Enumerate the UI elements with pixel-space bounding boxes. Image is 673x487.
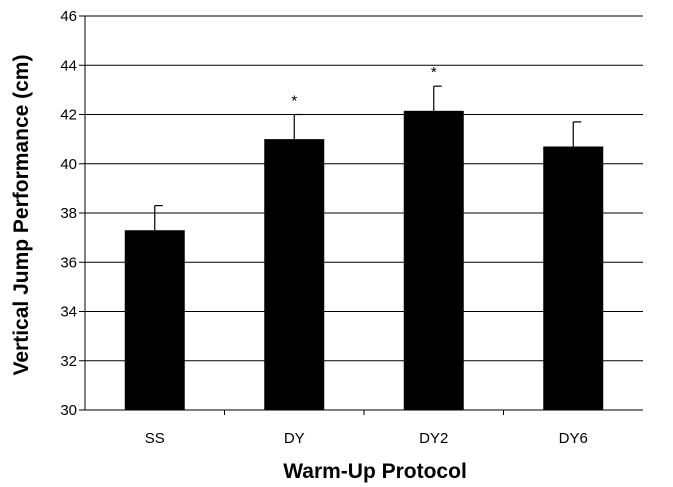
y-tick-label-44: 44 bbox=[60, 57, 77, 74]
y-tick-label-30: 30 bbox=[60, 402, 77, 419]
bar-DY2 bbox=[403, 110, 464, 411]
x-tick-label-DY6: DY6 bbox=[559, 430, 588, 447]
bar-DY bbox=[264, 139, 325, 410]
y-tick-label-34: 34 bbox=[60, 304, 77, 321]
y-tick-label-46: 46 bbox=[60, 8, 77, 25]
significance-DY2: * bbox=[431, 64, 437, 81]
x-tick-label-SS: SS bbox=[145, 430, 165, 447]
y-tick-label-38: 38 bbox=[60, 205, 77, 222]
y-tick-label-36: 36 bbox=[60, 254, 77, 271]
error-bars bbox=[154, 85, 582, 231]
x-axis-title: Warm-Up Protocol bbox=[283, 460, 467, 483]
y-tick-label-40: 40 bbox=[60, 156, 77, 173]
y-tick-labels: 30 32 34 36 38 40 42 44 46 bbox=[60, 8, 77, 419]
x-tick-label-DY2: DY2 bbox=[419, 430, 448, 447]
bars bbox=[124, 110, 604, 411]
y-tick-label-32: 32 bbox=[60, 353, 77, 370]
x-tick-labels: SS DY DY2 DY6 bbox=[145, 430, 588, 447]
y-tick-label-42: 42 bbox=[60, 107, 77, 124]
y-axis-title: Vertical Jump Performance (cm) bbox=[10, 55, 33, 376]
axes bbox=[79, 15, 643, 415]
bar-DY6 bbox=[543, 146, 604, 410]
x-tick-label-DY: DY bbox=[284, 430, 305, 447]
bar-SS bbox=[124, 230, 185, 410]
significance-markers: ** bbox=[291, 64, 437, 109]
significance-DY: * bbox=[291, 93, 297, 110]
